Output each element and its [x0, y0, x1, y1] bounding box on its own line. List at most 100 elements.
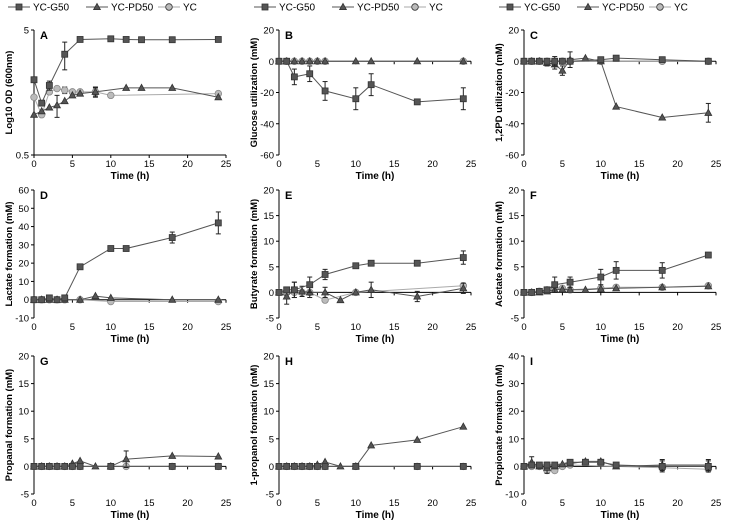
data-point-g50: [559, 57, 566, 65]
y-tick-label: 40: [18, 222, 29, 233]
data-point-pd50: [336, 295, 345, 304]
x-tick-label: 0: [276, 498, 281, 509]
y-tick-label: 10: [263, 407, 274, 418]
data-point-pd50: [122, 454, 131, 463]
data-point-pd50: [581, 285, 590, 293]
y-axis-label: Propionate formation (mM): [494, 364, 505, 485]
panel-letter: C: [530, 30, 538, 42]
data-point-g50: [413, 259, 421, 267]
data-point-pd50: [106, 293, 115, 301]
data-point-pd50: [68, 90, 77, 99]
data-point-g50: [61, 294, 69, 302]
data-point-pd50: [76, 89, 85, 97]
data-point-g50: [704, 462, 712, 470]
data-point-pd50: [91, 87, 100, 95]
x-axis-label: Time (h): [111, 171, 150, 182]
panel-letter: D: [40, 190, 48, 202]
data-point-pd50: [459, 56, 468, 65]
series-pd50: [274, 56, 468, 65]
data-point-g50: [528, 461, 536, 469]
data-point-g50: [61, 462, 69, 470]
data-point-g50: [214, 219, 222, 227]
data-point-g50: [53, 462, 61, 470]
y-tick-label: 20: [263, 352, 274, 363]
data-point-pd50: [413, 435, 422, 443]
y-tick-label: 20: [263, 26, 274, 37]
series-line-yc: [33, 88, 219, 117]
y-tick-label: 0: [514, 462, 519, 473]
data-point-g50: [367, 259, 375, 267]
data-point-g50: [551, 281, 559, 289]
series-g50: [520, 458, 712, 473]
data-point-pd50: [413, 56, 422, 65]
data-point-yc: [53, 84, 61, 93]
data-point-g50: [597, 458, 605, 466]
x-tick-label: 0: [521, 322, 526, 333]
data-point-g50: [283, 57, 291, 65]
legend-marker-pd50: [92, 2, 102, 10]
x-axis-label: Time (h): [356, 334, 395, 345]
legend-marker-pd50: [583, 2, 593, 10]
x-tick-label: 20: [672, 159, 683, 170]
data-point-pd50: [52, 100, 62, 109]
data-point-g50: [69, 462, 76, 470]
x-axis-label: Time (h): [111, 510, 150, 521]
data-point-pd50: [214, 92, 223, 101]
series-g50: [275, 57, 467, 111]
data-point-g50: [76, 263, 84, 271]
series-g50: [30, 35, 222, 107]
y-tick-label: -40: [260, 119, 274, 130]
y-tick-label: -5: [21, 490, 29, 501]
data-point-yc: [61, 86, 69, 94]
series-g50: [520, 54, 712, 67]
x-tick-label: 25: [221, 322, 232, 333]
data-point-g50: [275, 57, 283, 65]
data-point-pd50: [704, 281, 713, 290]
y-tick-label: -5: [266, 314, 274, 325]
series-pd50: [274, 281, 468, 305]
x-tick-label: 15: [389, 322, 400, 333]
data-point-pd50: [168, 451, 177, 459]
y-tick-label: 0.5: [16, 151, 29, 162]
x-axis-label: Time (h): [601, 334, 640, 345]
data-point-pd50: [558, 284, 567, 293]
legend-marker-yc: [165, 3, 173, 11]
data-point-g50: [45, 462, 53, 470]
x-tick-label: 15: [144, 159, 155, 170]
data-point-pd50: [29, 110, 39, 118]
data-point-pd50: [351, 56, 360, 65]
x-tick-label: 10: [596, 159, 607, 170]
legend-label-g50: YC-G50: [33, 3, 70, 14]
x-tick-label: 20: [427, 498, 438, 509]
y-axis-label: 1-propanol formation (mM): [249, 365, 260, 486]
data-point-g50: [283, 462, 291, 470]
x-tick-label: 5: [560, 498, 565, 509]
x-tick-label: 20: [427, 159, 438, 170]
data-point-g50: [313, 462, 321, 470]
data-point-pd50: [596, 284, 605, 292]
x-tick-label: 20: [182, 498, 193, 509]
panel-B: -60 -40 -20 0 20 0 5 10 15 20 25 Time (h) Glucose ut…: [249, 26, 476, 183]
y-tick-label: 30: [508, 379, 519, 390]
y-tick-label: 60: [18, 186, 29, 197]
y-tick-label: 5: [24, 26, 29, 37]
x-tick-label: 0: [31, 322, 36, 333]
x-axis-label: Time (h): [601, 171, 640, 182]
y-tick-label: 10: [263, 237, 274, 248]
legend-label-g50: YC-G50: [279, 3, 316, 14]
data-point-yc: [107, 91, 115, 100]
x-tick-label: 15: [144, 322, 155, 333]
data-point-g50: [306, 70, 314, 78]
data-point-g50: [306, 462, 314, 470]
data-point-pd50: [60, 96, 69, 105]
y-tick-label: 20: [508, 186, 519, 197]
series-pd50: [274, 422, 468, 470]
data-point-g50: [76, 462, 84, 470]
data-point-g50: [45, 294, 53, 302]
y-tick-label: 10: [508, 434, 519, 445]
x-tick-label: 25: [711, 322, 722, 333]
